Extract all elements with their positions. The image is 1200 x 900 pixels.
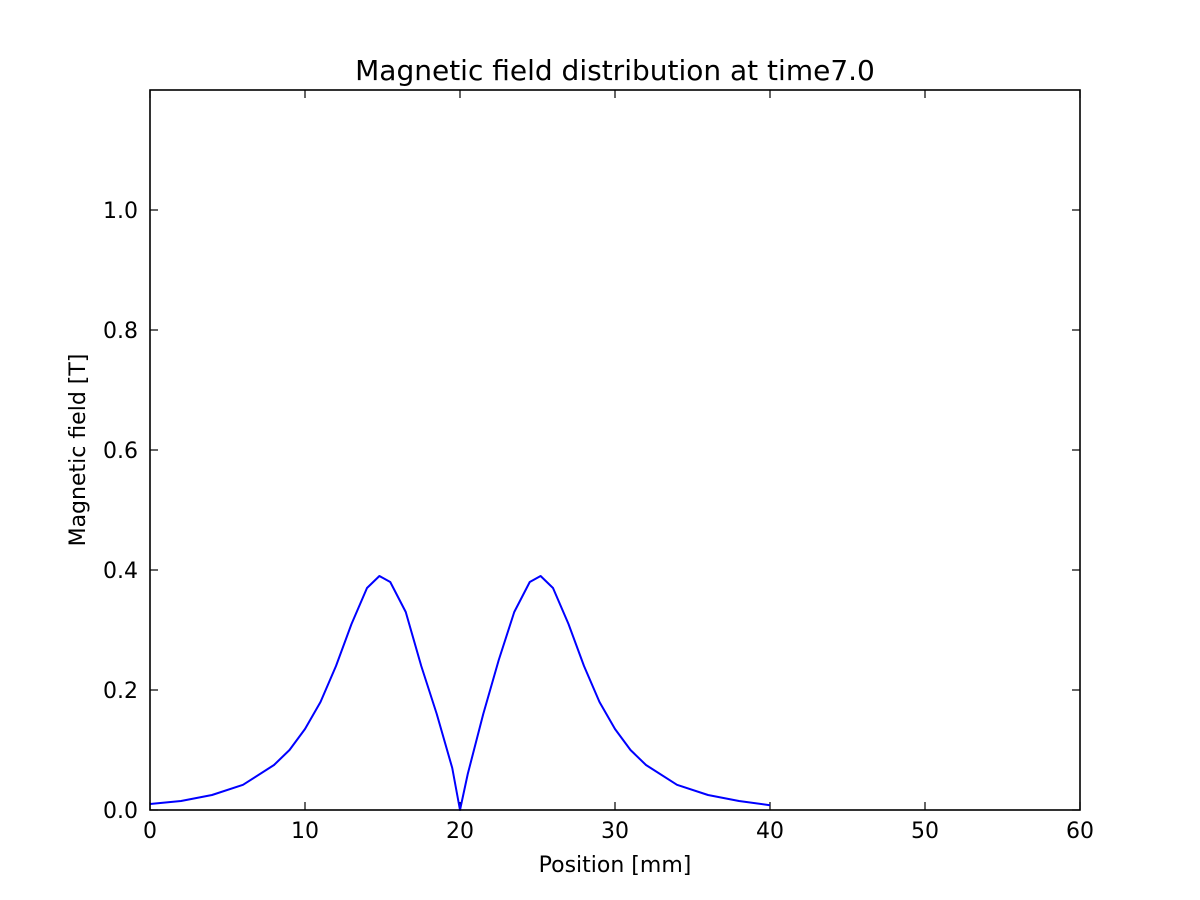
chart-title: Magnetic field distribution at time7.0 (355, 54, 875, 87)
y-axis-label: Magnetic field [T] (66, 354, 91, 547)
x-tick-label: 20 (446, 819, 474, 844)
x-tick-label: 10 (291, 819, 319, 844)
y-tick-label: 0.4 (103, 559, 138, 584)
x-tick-label: 30 (601, 819, 629, 844)
x-tick-label: 40 (756, 819, 784, 844)
y-tick-label: 0.8 (103, 319, 138, 344)
x-tick-label: 50 (911, 819, 939, 844)
x-axis-label: Position [mm] (539, 853, 692, 878)
y-tick-label: 1.0 (103, 199, 138, 224)
plot-frame (149, 89, 1081, 811)
y-tick-label: 0.2 (103, 679, 138, 704)
x-tick-label: 0 (143, 819, 157, 844)
y-tick-label: 0.6 (103, 439, 138, 464)
x-tick-label: 60 (1066, 819, 1094, 844)
y-tick-label: 0.0 (103, 799, 138, 824)
